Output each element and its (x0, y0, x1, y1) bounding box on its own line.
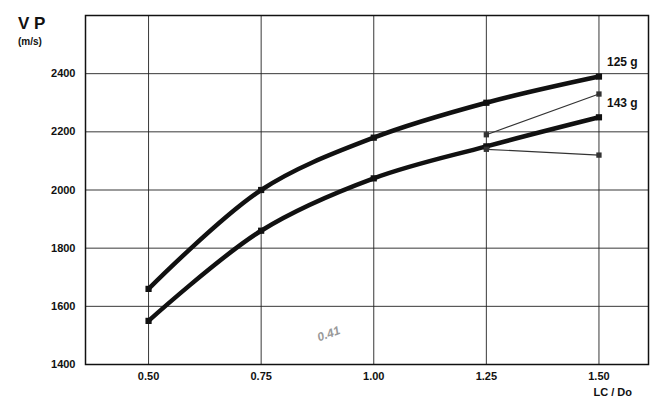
html-text:V P: V P (18, 14, 46, 33)
svg-text:2200: 2200 (51, 125, 75, 137)
svg-text:2000: 2000 (51, 184, 75, 196)
svg-text:2400: 2400 (51, 67, 75, 79)
svg-text:143 g: 143 g (607, 96, 638, 110)
svg-text:125 g: 125 g (607, 55, 638, 69)
svg-text:1800: 1800 (51, 242, 75, 254)
svg-text:1.00: 1.00 (363, 370, 384, 382)
svg-text:1600: 1600 (51, 300, 75, 312)
html-text:LC / Do: LC / Do (593, 386, 632, 398)
svg-text:0.50: 0.50 (138, 370, 159, 382)
svg-text:0.41: 0.41 (315, 323, 342, 344)
svg-text:1.50: 1.50 (588, 370, 609, 382)
svg-text:0.75: 0.75 (250, 370, 271, 382)
svg-text:1.25: 1.25 (476, 370, 497, 382)
svg-text:1400: 1400 (51, 358, 75, 370)
html-text:(m/s): (m/s) (18, 36, 42, 47)
